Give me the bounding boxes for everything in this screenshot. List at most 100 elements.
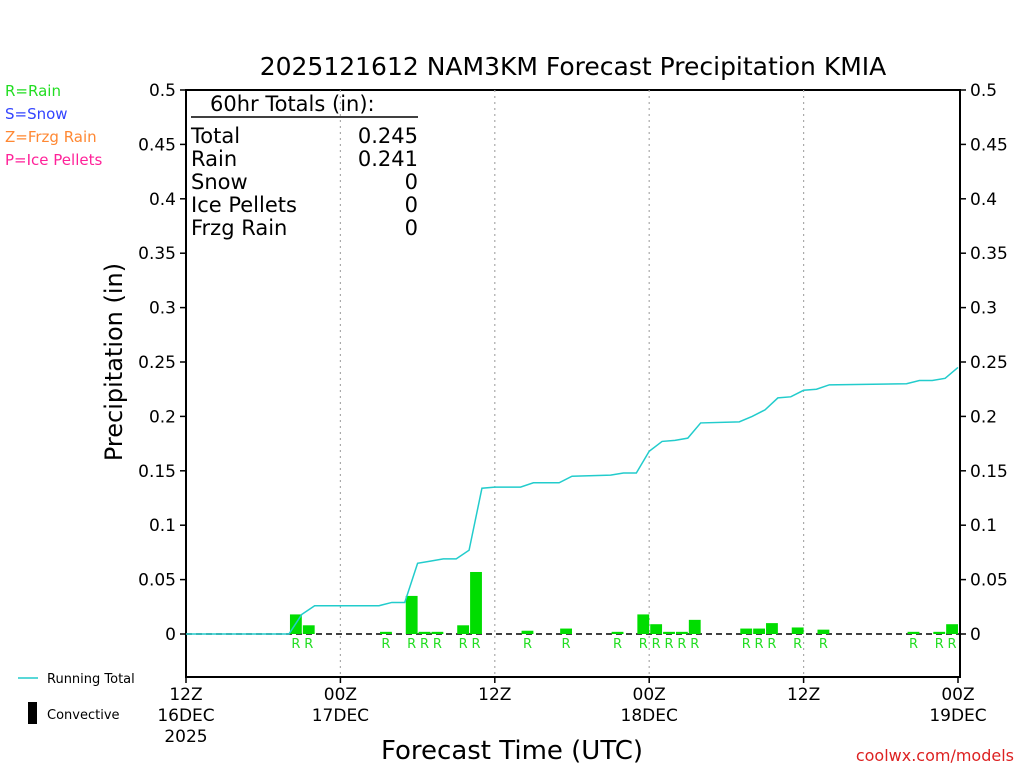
y-tick-label-right: 0.3 [970,299,997,319]
precip-type-label: R [742,637,751,652]
precip-type-label: R [459,637,468,652]
series-legend: Running Total Convective [18,672,135,724]
plot-frame [185,89,961,678]
vertical-gridlines [339,90,805,677]
precip-type-label: R [690,637,699,652]
precip-type-label: R [562,637,571,652]
x-tick-label: 00Z [941,685,974,705]
precip-type-label: R [819,637,828,652]
precip-type-label: R [304,637,313,652]
totals-value: 0.245 [358,124,418,148]
precip-bar [637,614,650,634]
precip-bar [405,595,418,634]
series-legend-item: Running Total [47,672,135,687]
y-tick-label-right: 0.5 [970,81,997,101]
totals-box: 60hr Totals (in): Total 0.245 Rain 0.241 Sno… [190,92,418,240]
totals-label: Frzg Rain [191,216,287,240]
precip-bar [650,624,663,634]
precip-bar [753,628,765,634]
x-tick-label: 16DEC [157,706,214,726]
precip-type-label: R [664,637,673,652]
precip-type-label: R [381,637,390,652]
precip-bar [560,628,572,634]
precip-bar [675,631,688,634]
precip-bar [302,625,315,634]
precip-bar [740,628,753,634]
y-tick-label: 0.2 [149,407,176,427]
precip-type-label: R [767,637,776,652]
ptype-legend: R=Rain S=Snow Z=Frzg Rain P=Ice Pellets [5,82,102,169]
precip-type-label: R [677,637,686,652]
totals-heading: 60hr Totals (in): [210,92,375,116]
ptype-legend-item: Z=Frzg Rain [5,128,97,146]
totals-label: Total [190,124,240,148]
totals-value: 0 [405,216,418,240]
x-tick-label: 12Z [478,685,511,705]
precip-bar [418,631,431,634]
y-axis-label: Precipitation (in) [100,263,128,461]
x-tick-label: 19DEC [929,706,986,726]
x-tick-label: 17DEC [312,706,369,726]
totals-label: Rain [191,147,237,171]
running-total-line [186,366,959,635]
precip-bar [457,625,470,634]
precip-type-label: R [433,637,442,652]
y-tick-label: 0.25 [138,353,176,373]
y-tick-label: 0.5 [149,81,176,101]
precip-type-label: R [935,637,944,652]
precip-type-label: R [652,637,661,652]
y-tick-label-right: 0.2 [970,407,997,427]
precip-bar [907,631,920,634]
y-tick-label: 0.45 [138,135,176,155]
precip-bar [766,623,778,634]
credit-text: coolwx.com/models [856,746,1014,765]
y-tick-label-right: 0.4 [970,190,997,210]
precip-type-label: R [420,637,429,652]
totals-label: Snow [191,170,248,194]
x-axis-label: Forecast Time (UTC) [381,736,643,766]
y-tick-label-right: 0 [970,625,981,645]
totals-label: Ice Pellets [191,193,297,217]
ptype-legend-item: R=Rain [5,82,61,100]
y-tick-label: 0.05 [138,571,176,591]
precip-bar [380,631,392,634]
totals-value: 0 [405,193,418,217]
y-tick-label: 0 [165,625,176,645]
precip-type-label: R [407,637,416,652]
precip-bar [663,631,675,634]
chart-title: 2025121612 NAM3KM Forecast Precipitation… [260,52,887,81]
y-tick-label: 0.35 [138,244,176,264]
precip-bar [933,631,946,634]
precip-bar [791,627,804,634]
y-tick-label: 0.3 [149,299,176,319]
y-tick-label-right: 0.05 [970,571,1008,591]
legend-bar-swatch [28,702,37,724]
precip-type-label: R [639,637,648,652]
precip-type-label: R [523,637,532,652]
y-tick-label-right: 0.1 [970,516,997,536]
y-tick-label-right: 0.45 [970,135,1008,155]
x-tick-label: 12Z [169,685,202,705]
precip-bar [470,571,482,634]
precip-type-label: R [613,637,622,652]
y-tick-label-right: 0.25 [970,353,1008,373]
precip-bar [946,624,958,634]
x-tick-label: 00Z [324,685,357,705]
x-tick-label: 18DEC [621,706,678,726]
precip-bar [431,631,444,634]
ptype-legend-item: P=Ice Pellets [5,151,102,169]
precip-bar [688,619,701,634]
y-tick-label-right: 0.35 [970,244,1008,264]
ptype-legend-item: S=Snow [5,105,68,123]
precip-type-label: R [793,637,802,652]
totals-value: 0.241 [358,147,418,171]
y-tick-label: 0.4 [149,190,176,210]
x-tick-label: 12Z [787,685,820,705]
y-tick-label: 0.15 [138,462,176,482]
y-axis-ticks: 0 00.05 0.050.1 0.10.15 0.150.2 0.20.25 0.250.… [138,81,1008,645]
totals-rows: Total 0.245 Rain 0.241 Snow 0 Ice Pellets 0 Frzg… [190,124,418,240]
x-tick-label: 00Z [633,685,666,705]
